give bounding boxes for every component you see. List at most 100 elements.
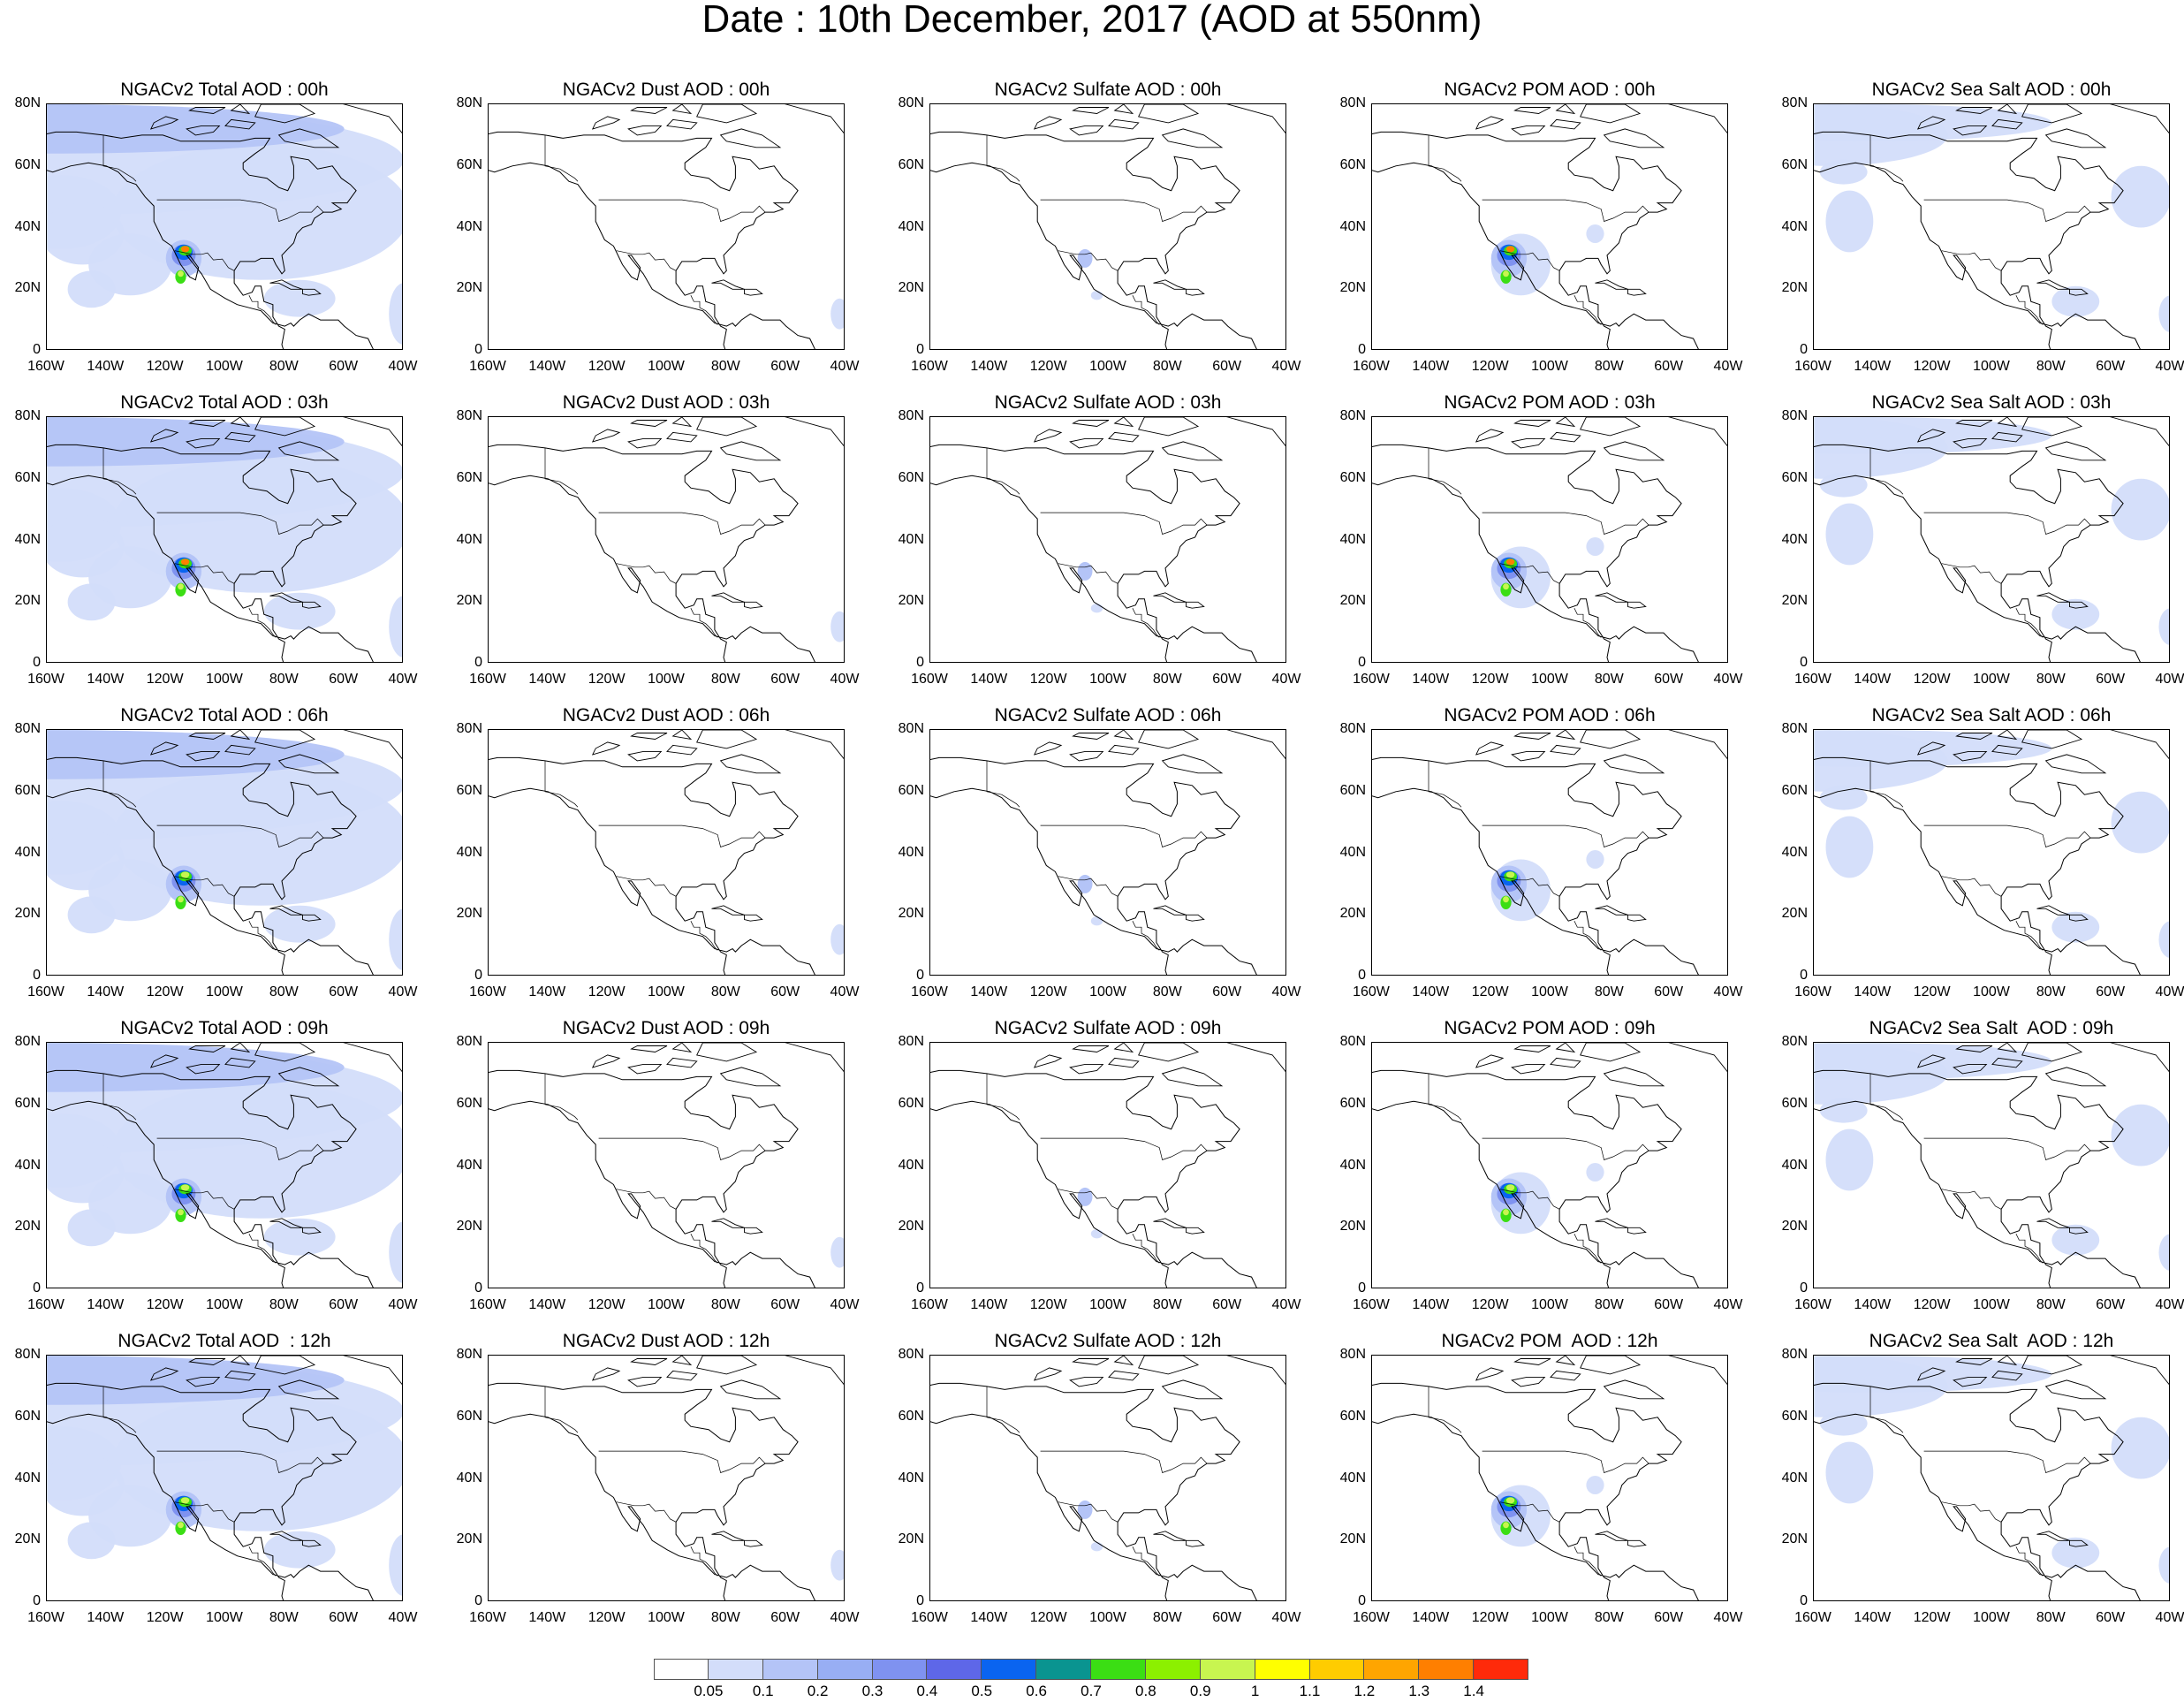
x-tick-label: 100W [1089, 672, 1126, 687]
hispaniola-outline [302, 1539, 322, 1547]
x-tick-label: 160W [911, 359, 948, 374]
arctic-island [666, 1057, 698, 1068]
x-tick-label: 80W [710, 672, 740, 687]
y-tick-label: 40N [1339, 1157, 1366, 1173]
colorbar-swatch [1419, 1659, 1475, 1680]
x-tick-label: 120W [588, 984, 626, 999]
country-border [156, 512, 324, 535]
map-panel-dust-12h: NGACv2 Dust AOD : 12h 80N 60N 40N 20N 0 160W 14… [442, 1331, 883, 1644]
aod-plume-patch [180, 1497, 190, 1504]
x-tick-label: 140W [1412, 1610, 1450, 1625]
country-border [2015, 608, 2044, 638]
y-tick-label: 0 [916, 342, 924, 357]
x-tick-label: 100W [1089, 359, 1126, 374]
country-border [1869, 1386, 1904, 1433]
map-panel-pom-06h: NGACv2 POM AOD : 06h 80N 60N 40N 20N 0 160W 140… [1325, 705, 1767, 1018]
arctic-island [785, 104, 844, 134]
map-panel-dust-00h: NGACv2 Dust AOD : 00h 80N 60N 40N 20N 0 160W 14… [442, 80, 883, 392]
country-border [1058, 876, 1119, 897]
aod-field-patch [1814, 730, 2052, 767]
x-tick-label: 160W [1794, 359, 1831, 374]
y-tick-label: 80N [898, 1034, 924, 1049]
arctic-island [1138, 1043, 1200, 1062]
arctic-island [671, 1043, 693, 1053]
arctic-island [1033, 741, 1063, 756]
arctic-island [1113, 1043, 1134, 1053]
colorbar-level-label: 0.4 [916, 1683, 938, 1699]
y-tick-label: 60N [898, 1095, 924, 1111]
coastline [930, 1382, 1257, 1600]
x-tick-label: 80W [1152, 1297, 1182, 1312]
arctic-island [627, 1376, 663, 1387]
y-tick-label: 20N [456, 1531, 482, 1547]
arctic-island [1069, 750, 1104, 762]
arctic-island [1475, 116, 1505, 130]
aod-field-patch [389, 1221, 402, 1283]
x-tick-label: 100W [206, 984, 243, 999]
country-border [1941, 250, 2002, 271]
aod-field-patch [2158, 1234, 2169, 1271]
arctic-island [1475, 741, 1505, 756]
arctic-island [1668, 730, 1727, 760]
y-tick-label: 20N [898, 280, 924, 296]
hispaniola-outline [744, 288, 763, 296]
map-area [1371, 416, 1728, 663]
x-tick-label: 40W [2155, 1610, 2184, 1625]
aod-field-patch [2111, 1417, 2169, 1479]
x-tick-label: 100W [206, 1610, 243, 1625]
coastline [489, 1382, 815, 1600]
x-tick-label: 100W [1973, 672, 2010, 687]
x-tick-label: 120W [1029, 672, 1067, 687]
aod-plume-patch [1505, 558, 1515, 566]
y-tick-label: 80N [14, 721, 41, 736]
y-tick-label: 80N [1781, 408, 1808, 423]
panel-title: NGACv2 Dust AOD : 00h [562, 80, 770, 100]
country-border [1132, 608, 1160, 638]
x-tick-label: 120W [1913, 1610, 1951, 1625]
x-tick-label: 80W [1152, 672, 1182, 687]
x-tick-label: 80W [1152, 359, 1182, 374]
y-tick-label: 80N [898, 95, 924, 110]
colorbar-swatch [1036, 1659, 1091, 1680]
cuba-outline [1153, 905, 1187, 916]
arctic-island [2044, 441, 2107, 461]
map-panel-pom-09h: NGACv2 POM AOD : 09h 80N 60N 40N 20N 0 160W 140… [1325, 1018, 1767, 1331]
country-border [156, 199, 324, 222]
y-tick-label: 60N [14, 469, 41, 485]
map-area [488, 416, 845, 663]
y-tick-label: 60N [898, 156, 924, 172]
arctic-island [627, 125, 663, 136]
cuba-outline [1595, 279, 1628, 290]
country-border [174, 1189, 235, 1210]
aod-field-patch [47, 1043, 345, 1092]
map-area [46, 103, 403, 350]
aod-field-patch [1819, 1098, 1868, 1123]
map-area [488, 729, 845, 976]
arctic-island [630, 1358, 668, 1365]
country-border [156, 1450, 324, 1473]
arctic-island [696, 730, 758, 749]
country-border [1058, 1189, 1119, 1210]
arctic-island [785, 417, 844, 447]
y-tick-label: 40N [14, 218, 41, 234]
country-border [1941, 1189, 2002, 1210]
arctic-island [1550, 118, 1581, 130]
x-tick-label: 120W [146, 984, 184, 999]
arctic-island [1108, 744, 1140, 756]
x-tick-label: 160W [1794, 672, 1831, 687]
country-border [598, 1450, 766, 1473]
y-tick-label: 80N [456, 95, 482, 110]
country-border [1941, 1501, 2002, 1523]
x-tick-label: 160W [1353, 1610, 1390, 1625]
x-tick-label: 160W [911, 1610, 948, 1625]
aod-plume-patch [1077, 248, 1093, 268]
arctic-island [224, 118, 256, 130]
x-tick-label: 120W [146, 359, 184, 374]
arctic-island [2021, 104, 2083, 124]
y-tick-label: 80N [14, 95, 41, 110]
arctic-island [1555, 1043, 1576, 1053]
y-tick-label: 80N [1339, 1347, 1366, 1362]
country-border [174, 563, 235, 584]
aod-plume-patch [1090, 604, 1103, 613]
y-tick-label: 60N [1339, 1095, 1366, 1111]
